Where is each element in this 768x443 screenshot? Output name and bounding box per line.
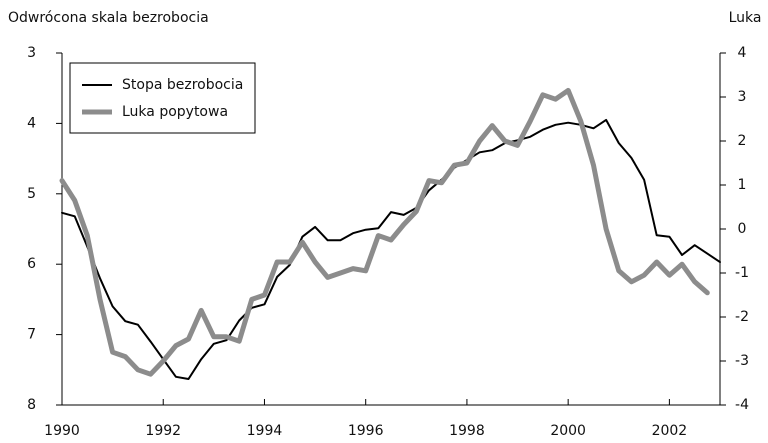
y2-tick-label: 2 <box>738 133 747 149</box>
y2-axis-title: Luka <box>729 10 762 26</box>
x-tick-label: 1990 <box>44 423 80 439</box>
x-tick-label: 1994 <box>247 423 283 439</box>
y-axis-title: Odwrócona skala bezrobocia <box>8 10 209 26</box>
data-line <box>61 118 721 380</box>
y2-tick-label: -4 <box>735 397 749 413</box>
y2-tick-label: -1 <box>735 265 749 281</box>
legend-box <box>69 62 256 134</box>
x-tick-label: 2002 <box>652 423 688 439</box>
y2-tick-label: 3 <box>738 89 747 105</box>
x-tick-label: 2000 <box>550 423 586 439</box>
data-line <box>59 87 710 377</box>
y2-tick-label: -2 <box>735 309 749 325</box>
x-tick-label: 1998 <box>449 423 485 439</box>
y2-tick-label: -3 <box>735 353 749 369</box>
y2-tick-label: 1 <box>738 177 747 193</box>
y-tick-label: 4 <box>27 115 36 131</box>
y-tick-label: 3 <box>27 45 36 61</box>
y-tick-label: 7 <box>27 327 36 343</box>
y-tick-label: 5 <box>27 186 36 202</box>
x-tick-label: 1996 <box>348 423 384 439</box>
y-tick-label: 6 <box>27 256 36 272</box>
legend-label: Luka popytowa <box>122 104 228 120</box>
y2-tick-label: 4 <box>738 45 747 61</box>
x-tick-label: 1992 <box>145 423 181 439</box>
y-tick-label: 8 <box>27 397 36 413</box>
y2-tick-label: 0 <box>738 221 747 237</box>
legend-label: Stopa bezrobocia <box>122 77 243 93</box>
